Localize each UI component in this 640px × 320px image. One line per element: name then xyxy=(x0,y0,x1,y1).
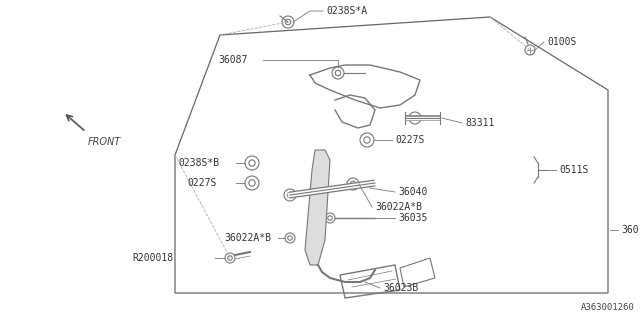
Text: A363001260: A363001260 xyxy=(581,303,635,312)
Text: 36087: 36087 xyxy=(218,55,248,65)
Text: 36035: 36035 xyxy=(398,213,428,223)
Text: 83311: 83311 xyxy=(465,118,494,128)
Text: 36022A*B: 36022A*B xyxy=(375,202,422,212)
Text: 36022A*B: 36022A*B xyxy=(224,233,271,243)
Text: FRONT: FRONT xyxy=(88,137,121,147)
Text: 0227S: 0227S xyxy=(187,178,216,188)
Text: 0100S: 0100S xyxy=(547,37,577,47)
Text: R200018: R200018 xyxy=(132,253,173,263)
Text: 0238S*B: 0238S*B xyxy=(178,158,219,168)
Text: 36023B: 36023B xyxy=(383,283,419,293)
Text: 36040: 36040 xyxy=(398,187,428,197)
Text: 0511S: 0511S xyxy=(559,165,588,175)
Text: 0238S*A: 0238S*A xyxy=(326,6,367,16)
Text: 36012: 36012 xyxy=(621,225,640,235)
Polygon shape xyxy=(305,150,330,265)
Text: 0227S: 0227S xyxy=(395,135,424,145)
